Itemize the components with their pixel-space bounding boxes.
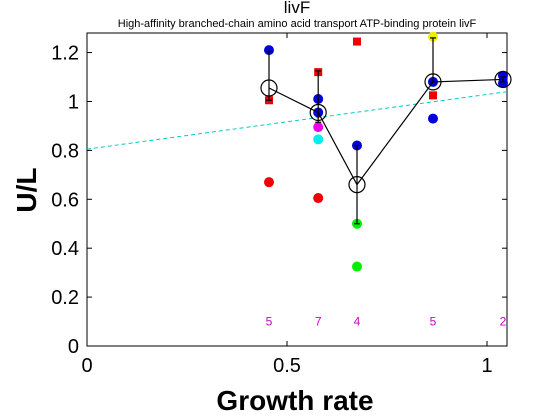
sample-count-label: 5	[430, 315, 437, 329]
sample-count-label: 2	[500, 315, 507, 329]
data-point	[264, 45, 274, 56]
mean-series-group	[260, 37, 512, 225]
data-point	[352, 261, 362, 272]
mean-marker	[309, 103, 327, 122]
data-point	[264, 177, 274, 188]
sample-counts: 5 7 4 5 2	[266, 315, 507, 329]
mean-marker	[348, 176, 366, 194]
y-tick-label: 0.4	[51, 238, 79, 260]
data-point	[313, 134, 324, 145]
data-point	[313, 122, 324, 133]
plot-area	[86, 32, 508, 347]
y-tick-label: 0.6	[51, 189, 79, 211]
y-axis-label: U/L	[11, 167, 42, 212]
y-tick-label: 0.2	[51, 287, 79, 309]
data-point	[498, 78, 508, 89]
axis-ticks: 0 0.5 1 0 0.2 0.4 0.6 0.8 1 1.2	[51, 33, 507, 377]
x-tick-label: 1	[481, 355, 492, 377]
y-tick-label: 0	[68, 336, 79, 358]
sample-count-label: 7	[315, 315, 322, 329]
trend-line	[86, 91, 508, 150]
mean-marker	[494, 70, 512, 89]
data-point	[498, 70, 508, 81]
y-tick-label: 0.8	[51, 140, 79, 162]
sample-count-label: 5	[266, 315, 273, 329]
data-point	[428, 113, 438, 124]
y-tick-label: 1	[68, 91, 79, 113]
mean-marker	[424, 73, 442, 91]
x-tick-label: 0.5	[273, 355, 301, 377]
data-point	[428, 31, 438, 42]
y-tick-label: 1.2	[51, 43, 79, 65]
data-point-square	[429, 91, 437, 100]
chart-title: livF	[284, 0, 310, 17]
mean-marker	[260, 79, 278, 97]
data-point	[313, 193, 324, 204]
trend-line-group	[86, 91, 508, 150]
x-axis-label: Growth rate	[216, 385, 373, 416]
x-tick-label: 0	[81, 355, 92, 377]
sample-count-label: 4	[354, 315, 361, 329]
chart-subtitle: High-affinity branched-chain amino acid …	[118, 18, 477, 30]
data-point-square	[353, 37, 361, 46]
